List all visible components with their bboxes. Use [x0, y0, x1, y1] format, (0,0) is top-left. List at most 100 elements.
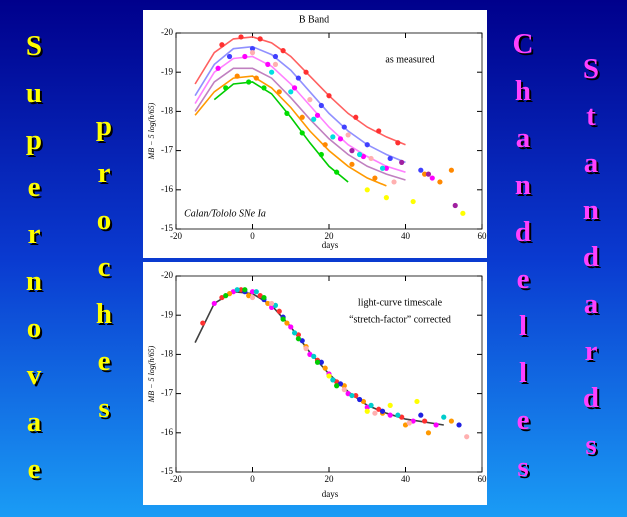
- data-point: [276, 89, 282, 95]
- data-point: [330, 377, 336, 383]
- data-point: [284, 110, 290, 116]
- data-point: [345, 391, 351, 397]
- data-point: [372, 410, 378, 416]
- x-axis-label: days: [322, 489, 339, 499]
- data-point: [448, 418, 454, 424]
- y-tick-label: -18: [161, 105, 173, 115]
- data-point: [422, 418, 428, 424]
- data-point: [219, 42, 225, 48]
- data-point: [215, 65, 221, 71]
- data-point: [223, 293, 229, 299]
- data-point: [234, 287, 240, 293]
- data-point: [334, 169, 340, 175]
- data-point: [349, 161, 355, 167]
- data-point: [246, 293, 252, 299]
- data-point: [219, 294, 225, 301]
- data-point: [280, 48, 286, 54]
- data-point: [425, 430, 432, 436]
- data-point: [295, 332, 301, 338]
- x-tick-label: 20: [325, 231, 335, 241]
- data-point: [387, 155, 393, 162]
- data-point: [372, 175, 378, 181]
- data-point: [341, 124, 347, 130]
- x-tick-label: 60: [478, 231, 488, 241]
- data-point: [272, 61, 279, 67]
- data-point: [357, 151, 363, 158]
- data-point: [395, 412, 401, 418]
- data-point: [379, 408, 386, 414]
- data-point: [234, 73, 240, 79]
- data-point: [314, 112, 321, 118]
- data-point: [272, 302, 279, 308]
- data-point: [399, 159, 405, 165]
- data-point: [387, 412, 393, 418]
- y-tick-label: -15: [161, 466, 173, 476]
- side-word: Supernovae: [18, 30, 50, 500]
- data-point: [303, 345, 309, 352]
- data-point: [360, 398, 367, 405]
- x-tick-label: 40: [401, 231, 411, 241]
- data-point: [364, 404, 370, 410]
- side-word: Standards: [575, 53, 607, 476]
- data-point: [249, 46, 256, 52]
- data-point: [265, 61, 271, 67]
- chart-panel: [143, 10, 487, 258]
- data-point: [200, 320, 206, 326]
- y-tick-label: -15: [161, 223, 173, 233]
- data-point: [349, 392, 355, 399]
- data-point: [402, 422, 409, 428]
- data-point: [349, 148, 355, 154]
- data-point: [257, 36, 263, 42]
- data-point: [452, 202, 458, 209]
- x-axis-label: days: [322, 240, 339, 250]
- data-point: [261, 294, 267, 301]
- data-point: [364, 187, 370, 193]
- data-point: [318, 102, 324, 109]
- data-point: [269, 300, 275, 307]
- data-point: [368, 402, 374, 408]
- data-point: [322, 142, 328, 148]
- y-tick-label: -19: [161, 66, 173, 76]
- data-point: [379, 165, 386, 171]
- y-tick-label: -18: [161, 348, 173, 358]
- data-point: [269, 69, 275, 75]
- x-tick-label: -20: [170, 231, 182, 241]
- y-tick-label: -16: [161, 184, 173, 194]
- data-point: [437, 179, 443, 185]
- data-point: [376, 406, 382, 412]
- data-point: [334, 379, 340, 385]
- data-point: [314, 359, 321, 365]
- fit-curve: [213, 81, 349, 183]
- data-point: [257, 293, 263, 299]
- data-point: [353, 392, 359, 399]
- data-point: [334, 383, 340, 389]
- data-point: [364, 408, 370, 414]
- data-point: [226, 53, 233, 60]
- data-point: [295, 75, 301, 81]
- data-point: [364, 142, 370, 148]
- annotation: light-curve timescale: [358, 297, 443, 308]
- data-point: [406, 420, 412, 426]
- data-point: [418, 167, 424, 173]
- data-point: [464, 434, 470, 440]
- data-point: [391, 179, 397, 185]
- fit-curve: [194, 75, 387, 187]
- x-tick-label: 0: [250, 231, 255, 241]
- data-point: [280, 316, 286, 322]
- data-point: [238, 287, 244, 293]
- data-point: [341, 383, 347, 389]
- data-point: [425, 171, 432, 177]
- y-tick-label: -19: [161, 309, 173, 319]
- data-point: [383, 165, 389, 171]
- data-point: [269, 304, 275, 310]
- data-point: [418, 412, 424, 418]
- x-tick-label: 60: [478, 474, 488, 484]
- annotation: Calan/Tololo SNe Ia: [184, 208, 266, 219]
- data-point: [249, 294, 256, 301]
- data-point: [456, 422, 462, 428]
- data-point: [337, 381, 344, 387]
- x-tick-label: 40: [401, 474, 411, 484]
- data-point: [322, 365, 328, 371]
